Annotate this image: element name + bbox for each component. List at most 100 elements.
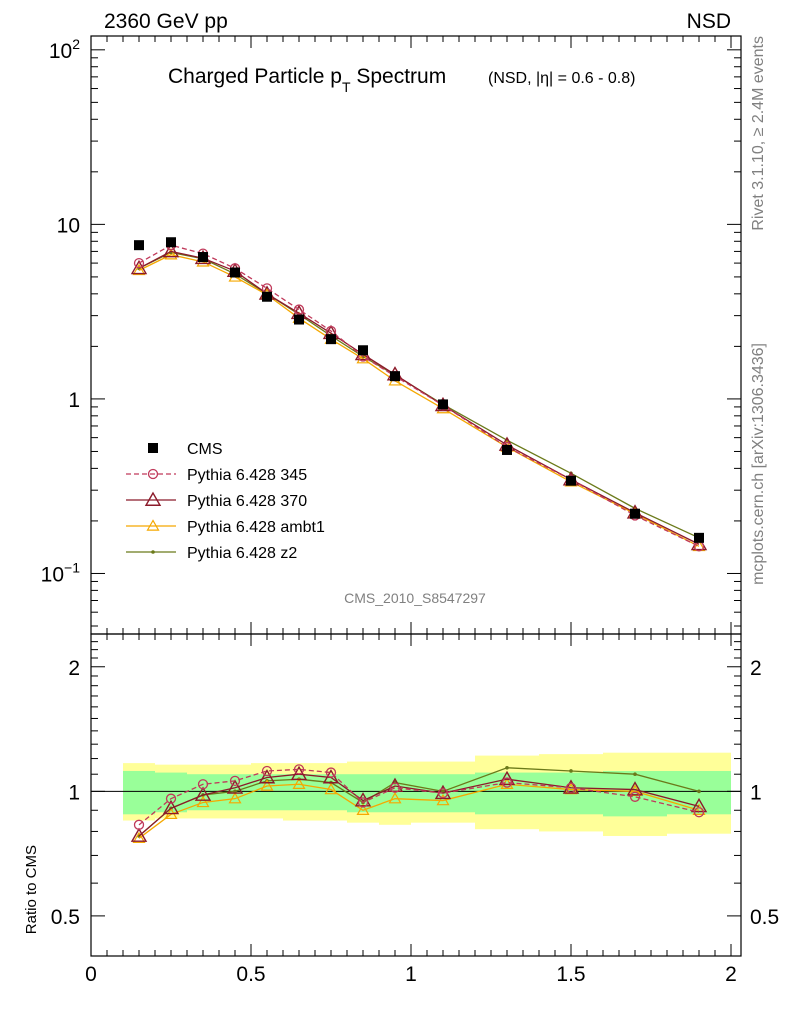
series-line-ambt1: [138, 254, 700, 547]
ratio-point-z2: [569, 769, 573, 773]
ratio-point-z2: [233, 789, 237, 794]
ratio-point-p370: [258, 769, 276, 784]
ratio-point-p345: [261, 765, 273, 777]
ratio-point-p370: [290, 765, 308, 781]
ratio-y-tick-label-right: 2: [750, 657, 762, 680]
cms-point: [358, 345, 368, 356]
ratio-line-p345: [138, 768, 700, 826]
ratio-point-ambt1: [228, 791, 242, 804]
ratio-frame: [90, 633, 742, 957]
ratio-point-p345: [293, 764, 305, 775]
ratio-point-p345: [629, 791, 641, 802]
cms-point: [230, 267, 240, 278]
x-tick-label: 0.5: [236, 963, 265, 986]
ratio-point-z2: [633, 772, 637, 777]
x-tick-label: 0: [85, 963, 97, 986]
ratio-y-tick-label-right: 1: [750, 781, 762, 804]
legend: CMS Pythia 6.428 345 Pythia 6.428 370 Pythi…: [126, 441, 325, 562]
series-layer: [130, 237, 708, 844]
cms-point: [390, 371, 400, 382]
legend-marker: [151, 550, 155, 554]
legend-marker: [144, 491, 162, 506]
ratio-ylabel: Ratio to CMS: [23, 845, 40, 934]
cms-point: [166, 237, 176, 248]
ratio-point-p370: [626, 781, 644, 796]
title-main-prefix: Charged Particle p: [168, 65, 342, 88]
y-tick-label: 10: [57, 214, 80, 237]
ratio-y-tick-label: 0.5: [51, 906, 80, 929]
legend-label: Pythia 6.428 z2: [187, 545, 297, 562]
cms-point: [262, 291, 272, 302]
ratio-point-p370: [162, 799, 180, 815]
cms-point: [566, 475, 576, 486]
ratio-point-p345: [501, 777, 513, 788]
ratio-point-p370: [130, 827, 148, 842]
ratio-point-p345: [197, 779, 209, 790]
legend-label: CMS: [187, 441, 223, 458]
cms-point: [438, 399, 448, 410]
title-main-sub: T: [342, 79, 351, 95]
header-right: NSD: [687, 10, 731, 33]
chart-title: Charged Particle pT Spectrum: [168, 65, 446, 95]
legend-label: Pythia 6.428 370: [187, 493, 307, 510]
legend-label: Pythia 6.428 345: [187, 467, 307, 484]
series-point-p370: [162, 242, 180, 258]
mcplots-label: mcplots.cern.ch [arXiv:1306.3436]: [750, 343, 767, 585]
ratio-point-ambt1: [260, 779, 274, 791]
legend-marker: [147, 468, 159, 480]
ratio-point-p345: [565, 782, 577, 793]
ratio-point-ambt1: [292, 777, 306, 790]
ratio-point-p345: [389, 782, 401, 793]
band-inner: [123, 770, 155, 815]
series-point-p345: [133, 257, 145, 269]
legend-label: Pythia 6.428 ambt1: [187, 519, 325, 536]
series-point-ambt1: [132, 263, 146, 276]
y-tick-label: 1: [68, 389, 80, 412]
ratio-point-p345: [229, 775, 241, 787]
cms-point: [198, 252, 208, 263]
title-main-suffix: Spectrum: [351, 65, 447, 88]
ratio-point-p345: [357, 797, 369, 808]
cms-point: [630, 508, 640, 519]
ratio-point-p345: [693, 807, 705, 818]
ratio-point-ambt1: [356, 803, 370, 815]
ratio-point-z2: [441, 789, 445, 794]
x-tick-label: 2: [725, 963, 737, 986]
ratio-point-p345: [325, 767, 337, 778]
band-inner: [315, 774, 347, 811]
x-tick-label: 1: [405, 963, 417, 986]
ratio-point-p345: [165, 793, 177, 804]
series-point-ambt1: [356, 351, 370, 364]
ratio-point-ambt1: [132, 831, 146, 844]
ratio-y-tick-label-right: 0.5: [750, 906, 779, 929]
ratio-point-ambt1: [436, 793, 450, 806]
y-tick-label: 10−1: [41, 559, 81, 586]
ratio-point-p345: [133, 819, 145, 830]
ratio-point-ambt1: [388, 791, 402, 804]
ratio-line-ambt1: [138, 783, 700, 839]
band-inner: [155, 772, 187, 813]
series-point-ambt1: [164, 248, 178, 260]
axes: 0 0.5 1 1.5 2 102 10 1 10−1 2 2 1 1 0.5 0.5: [41, 35, 779, 986]
ratio-point-p370: [194, 786, 212, 801]
ratio-point-z2: [505, 765, 509, 770]
ratio-point-p370: [498, 770, 516, 786]
cms-point: [502, 444, 512, 455]
y-tick-label: 102: [49, 36, 80, 63]
title-qualifier: (NSD, |η| = 0.6 - 0.8): [488, 70, 635, 87]
series-point-p345: [293, 304, 305, 315]
ratio-point-z2: [697, 789, 701, 794]
cms-point: [326, 334, 336, 345]
ratio-point-ambt1: [324, 782, 338, 795]
header-left: 2360 GeV pp: [104, 10, 228, 33]
cms-point: [134, 240, 144, 251]
series-line-p345: [138, 244, 700, 547]
ratio-point-p370: [226, 779, 244, 794]
analysis-id: CMS_2010_S8547297: [344, 590, 486, 606]
rivet-label: Rivet 3.1.10, ≥ 2.4M events: [750, 36, 767, 231]
legend-marker: [148, 443, 158, 453]
ratio-point-p345: [437, 787, 449, 799]
ratio-point-ambt1: [692, 803, 706, 815]
ratio-y-tick-label: 1: [68, 781, 80, 804]
